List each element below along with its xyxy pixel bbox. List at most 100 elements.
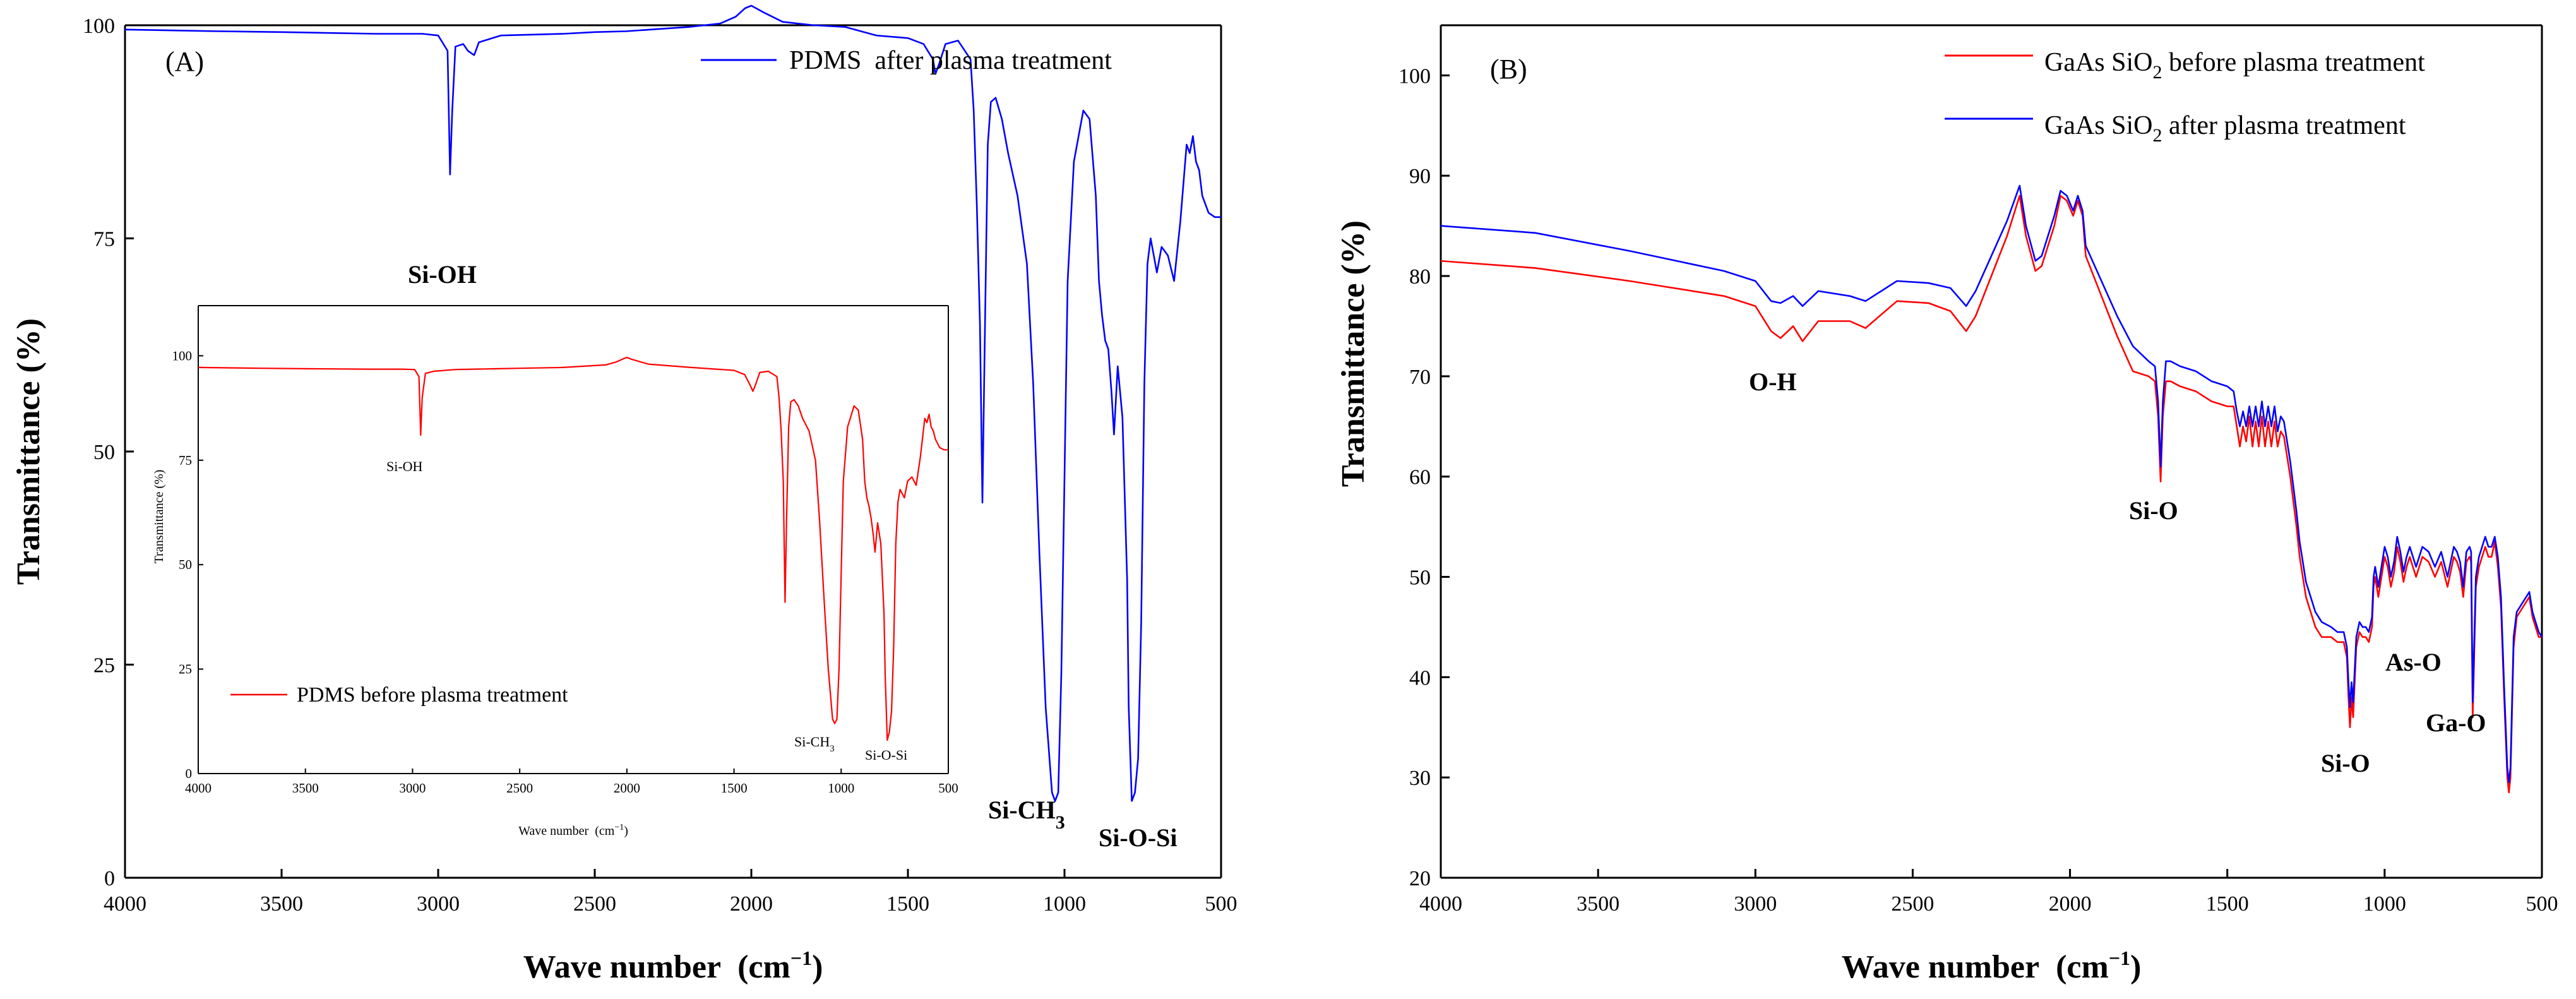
a-ytick-label-3: 75: [93, 228, 115, 251]
panel-a-annotation-si-ch3: Si-CH3: [988, 796, 1065, 833]
b-xtick-label-5: 1500: [2206, 892, 2249, 916]
a-ytick-label-2: 50: [93, 441, 115, 464]
inset-annotation-si-ch3: Si-CH3: [794, 734, 835, 754]
i-xtick-label-7: 500: [938, 781, 958, 796]
b-ytick-label-6: 80: [1409, 265, 1431, 289]
panel-b-series-before-plasma: [1440, 194, 2542, 794]
b-xtick-label-7: 500: [2526, 892, 2558, 916]
b-ytick-label-1: 30: [1409, 767, 1431, 790]
panel-b-xlabel-unit: (cm: [2056, 949, 2109, 985]
b-ytick-label-5: 70: [1409, 366, 1431, 389]
panel-b-y-ticks: 20 30 40 50 60 70 80 90 100: [1398, 64, 1450, 890]
panel-b-annotation-o-h: O-H: [1749, 368, 1797, 396]
a-ytick-label-4: 100: [83, 15, 115, 38]
inset-xlabel-main: Wave number: [518, 824, 588, 838]
a-xtick-label-3: 2500: [573, 892, 616, 916]
inset-annotation-si-oh: Si-OH: [386, 458, 423, 474]
a-xtick-label-4: 2000: [730, 892, 773, 916]
panel-b-annotation-si-o-1: Si-O: [2129, 496, 2178, 525]
panel-b-y-axis-label: Transmittance (%): [1335, 220, 1371, 487]
b-xtick-label-4: 2000: [2049, 892, 2092, 916]
a-ytick-label-1: 25: [93, 654, 115, 678]
panel-b-legend-before-sub: 2: [2153, 62, 2162, 83]
inset-xlabel-close: ): [624, 824, 628, 838]
b-ytick-label-2: 40: [1409, 666, 1431, 690]
inset-series-before-plasma: [198, 356, 948, 741]
a-xtick-label-5: 1500: [886, 892, 929, 916]
b-ytick-label-8: 100: [1398, 64, 1431, 88]
i-ytick-label-1: 25: [179, 662, 192, 677]
inset-annotation-si-ch3-sub: 3: [830, 744, 835, 754]
a-xtick-label-1: 3500: [260, 892, 303, 916]
panel-b-xlabel-close: ): [2130, 949, 2141, 985]
panel-a-xlabel-main: Wave number: [523, 949, 721, 985]
panel-a-legend-label: PDMS after plasma treatment: [789, 46, 1112, 75]
panel-a-inset: 0 25 50 75 100 4000 3500 3000 2500 2000 1500 1000 5…: [152, 305, 958, 838]
panel-b-xlabel-sup: −1: [2109, 947, 2130, 969]
panel-a-xlabel-sup: −1: [790, 947, 812, 969]
a-xtick-label-7: 500: [1205, 892, 1237, 916]
panel-b-legend-label-after: GaAs SiO2 after plasma treatment: [2044, 111, 2406, 146]
panel-b-xlabel-main: Wave number: [1842, 949, 2039, 985]
inset-annotation-si-o-si: Si-O-Si: [865, 747, 907, 763]
a-xtick-label-6: 1000: [1043, 892, 1086, 916]
inset-xlabel-unit: (cm: [595, 824, 615, 838]
b-ytick-label-7: 90: [1409, 165, 1431, 188]
panel-b-x-axis-label: Wave number (cm−1): [1842, 947, 2142, 985]
panel-a-annotation-si-ch3-sub: 3: [1056, 812, 1065, 833]
b-xtick-label-2: 3000: [1734, 892, 1777, 916]
panel-b-legend-after-main: GaAs SiO: [2044, 111, 2153, 140]
i-xtick-label-1: 3500: [292, 781, 319, 796]
inset-xlabel-sup: −1: [614, 823, 624, 832]
panel-b-annotation-ga-o: Ga-O: [2426, 709, 2486, 737]
b-xtick-label-3: 2500: [1891, 892, 1934, 916]
panel-b-legend-after-rest: after plasma treatment: [2162, 111, 2406, 140]
panel-b-legend-before-main: GaAs SiO: [2044, 48, 2153, 77]
inset-legend-label: PDMS before plasma treatment: [297, 683, 568, 707]
panel-b-legend-after-sub: 2: [2153, 125, 2162, 146]
panel-a-y-ticks: 0 25 50 75 100: [83, 15, 134, 890]
b-ytick-label-4: 60: [1409, 466, 1431, 489]
panel-a-x-axis-label: Wave number (cm−1): [523, 947, 823, 985]
panel-b-label: (B): [1490, 54, 1527, 85]
panel-a-x-ticks: 4000 3500 3000 2500 2000 1500 1000 500: [104, 869, 1237, 916]
i-ytick-label-2: 50: [179, 557, 192, 572]
panel-a-label: (A): [165, 46, 204, 77]
i-xtick-label-2: 3000: [399, 781, 426, 796]
panel-b-x-ticks: 4000 3500 3000 2500 2000 1500 1000 500: [1419, 869, 2558, 916]
inset-x-ticks: 4000 3500 3000 2500 2000 1500 1000 500: [185, 769, 958, 796]
i-xtick-label-6: 1000: [828, 781, 854, 796]
i-ytick-label-0: 0: [186, 766, 193, 781]
panel-a-y-axis-label: Transmittance (%): [11, 318, 47, 585]
panel-a-annotation-si-ch3-main: Si-CH: [988, 796, 1056, 824]
b-xtick-label-6: 1000: [2363, 892, 2406, 916]
b-ytick-label-0: 20: [1409, 867, 1431, 890]
a-ytick-label-0: 0: [104, 867, 115, 890]
panel-b-legend-before-rest: before plasma treatment: [2162, 48, 2426, 77]
a-xtick-label-2: 3000: [417, 892, 460, 916]
panel-a-series-after-plasma: [124, 4, 1221, 802]
inset-x-axis-label: Wave number (cm−1): [518, 823, 628, 838]
a-xtick-label-0: 4000: [104, 892, 146, 916]
panel-b-series-after-plasma: [1440, 184, 2543, 784]
panel-a-annotation-si-o-si: Si-O-Si: [1099, 823, 1177, 852]
b-xtick-label-1: 3500: [1577, 892, 1619, 916]
panel-b-annotation-si-o-2: Si-O: [2321, 749, 2370, 777]
b-xtick-label-0: 4000: [1419, 892, 1462, 916]
i-xtick-label-0: 4000: [185, 781, 212, 796]
panel-b-legend-label-before: GaAs SiO2 before plasma treatment: [2044, 48, 2425, 83]
panel-a-xlabel-unit: (cm: [737, 949, 790, 985]
inset-y-axis-label: Transmittance (%): [152, 470, 166, 564]
i-xtick-label-5: 1500: [721, 781, 748, 796]
i-xtick-label-3: 2500: [506, 781, 533, 796]
inset-background: [198, 306, 948, 774]
panel-a-annotation-si-oh: Si-OH: [408, 260, 477, 289]
b-ytick-label-3: 50: [1409, 566, 1431, 590]
i-ytick-label-4: 100: [172, 348, 193, 363]
i-xtick-label-4: 2000: [614, 781, 640, 796]
panel-a-xlabel-close: ): [812, 949, 823, 985]
panel-b-annotation-as-o: As-O: [2385, 648, 2442, 676]
